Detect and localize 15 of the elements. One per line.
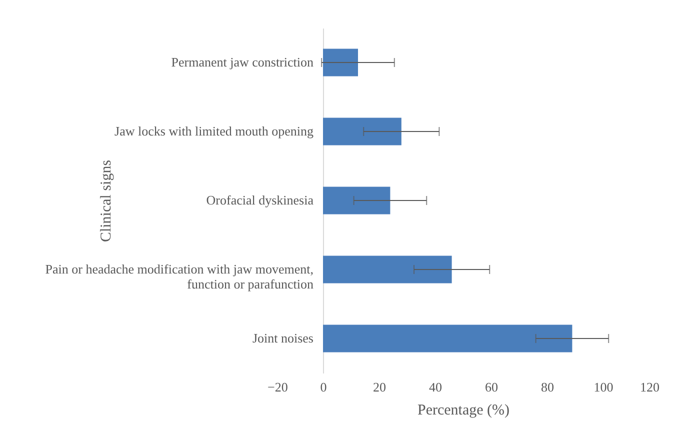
x-tick-label: 60 [485,380,498,394]
x-tick-label: 100 [594,380,614,394]
x-tick-label: −20 [268,380,288,394]
x-tick-label: 20 [373,380,386,394]
y-tick-label: Pain or headache modification with jaw movement, function or parafunction [45,262,314,292]
y-tick-label: Orofacial dyskinesia [206,192,314,208]
y-axis-title: Clinical signs [98,160,114,242]
y-tick-label: Joint noises [252,330,314,346]
y-tick-label: Permanent jaw constriction [171,54,314,70]
x-tick-label: 40 [429,380,442,394]
y-tick-label: Jaw locks with limited mouth opening [114,124,314,138]
x-axis-title: Percentage (%) [417,402,510,418]
x-tick-label: 120 [640,380,660,394]
x-tick-label: 0 [320,380,327,394]
x-tick-label: 80 [541,380,554,394]
